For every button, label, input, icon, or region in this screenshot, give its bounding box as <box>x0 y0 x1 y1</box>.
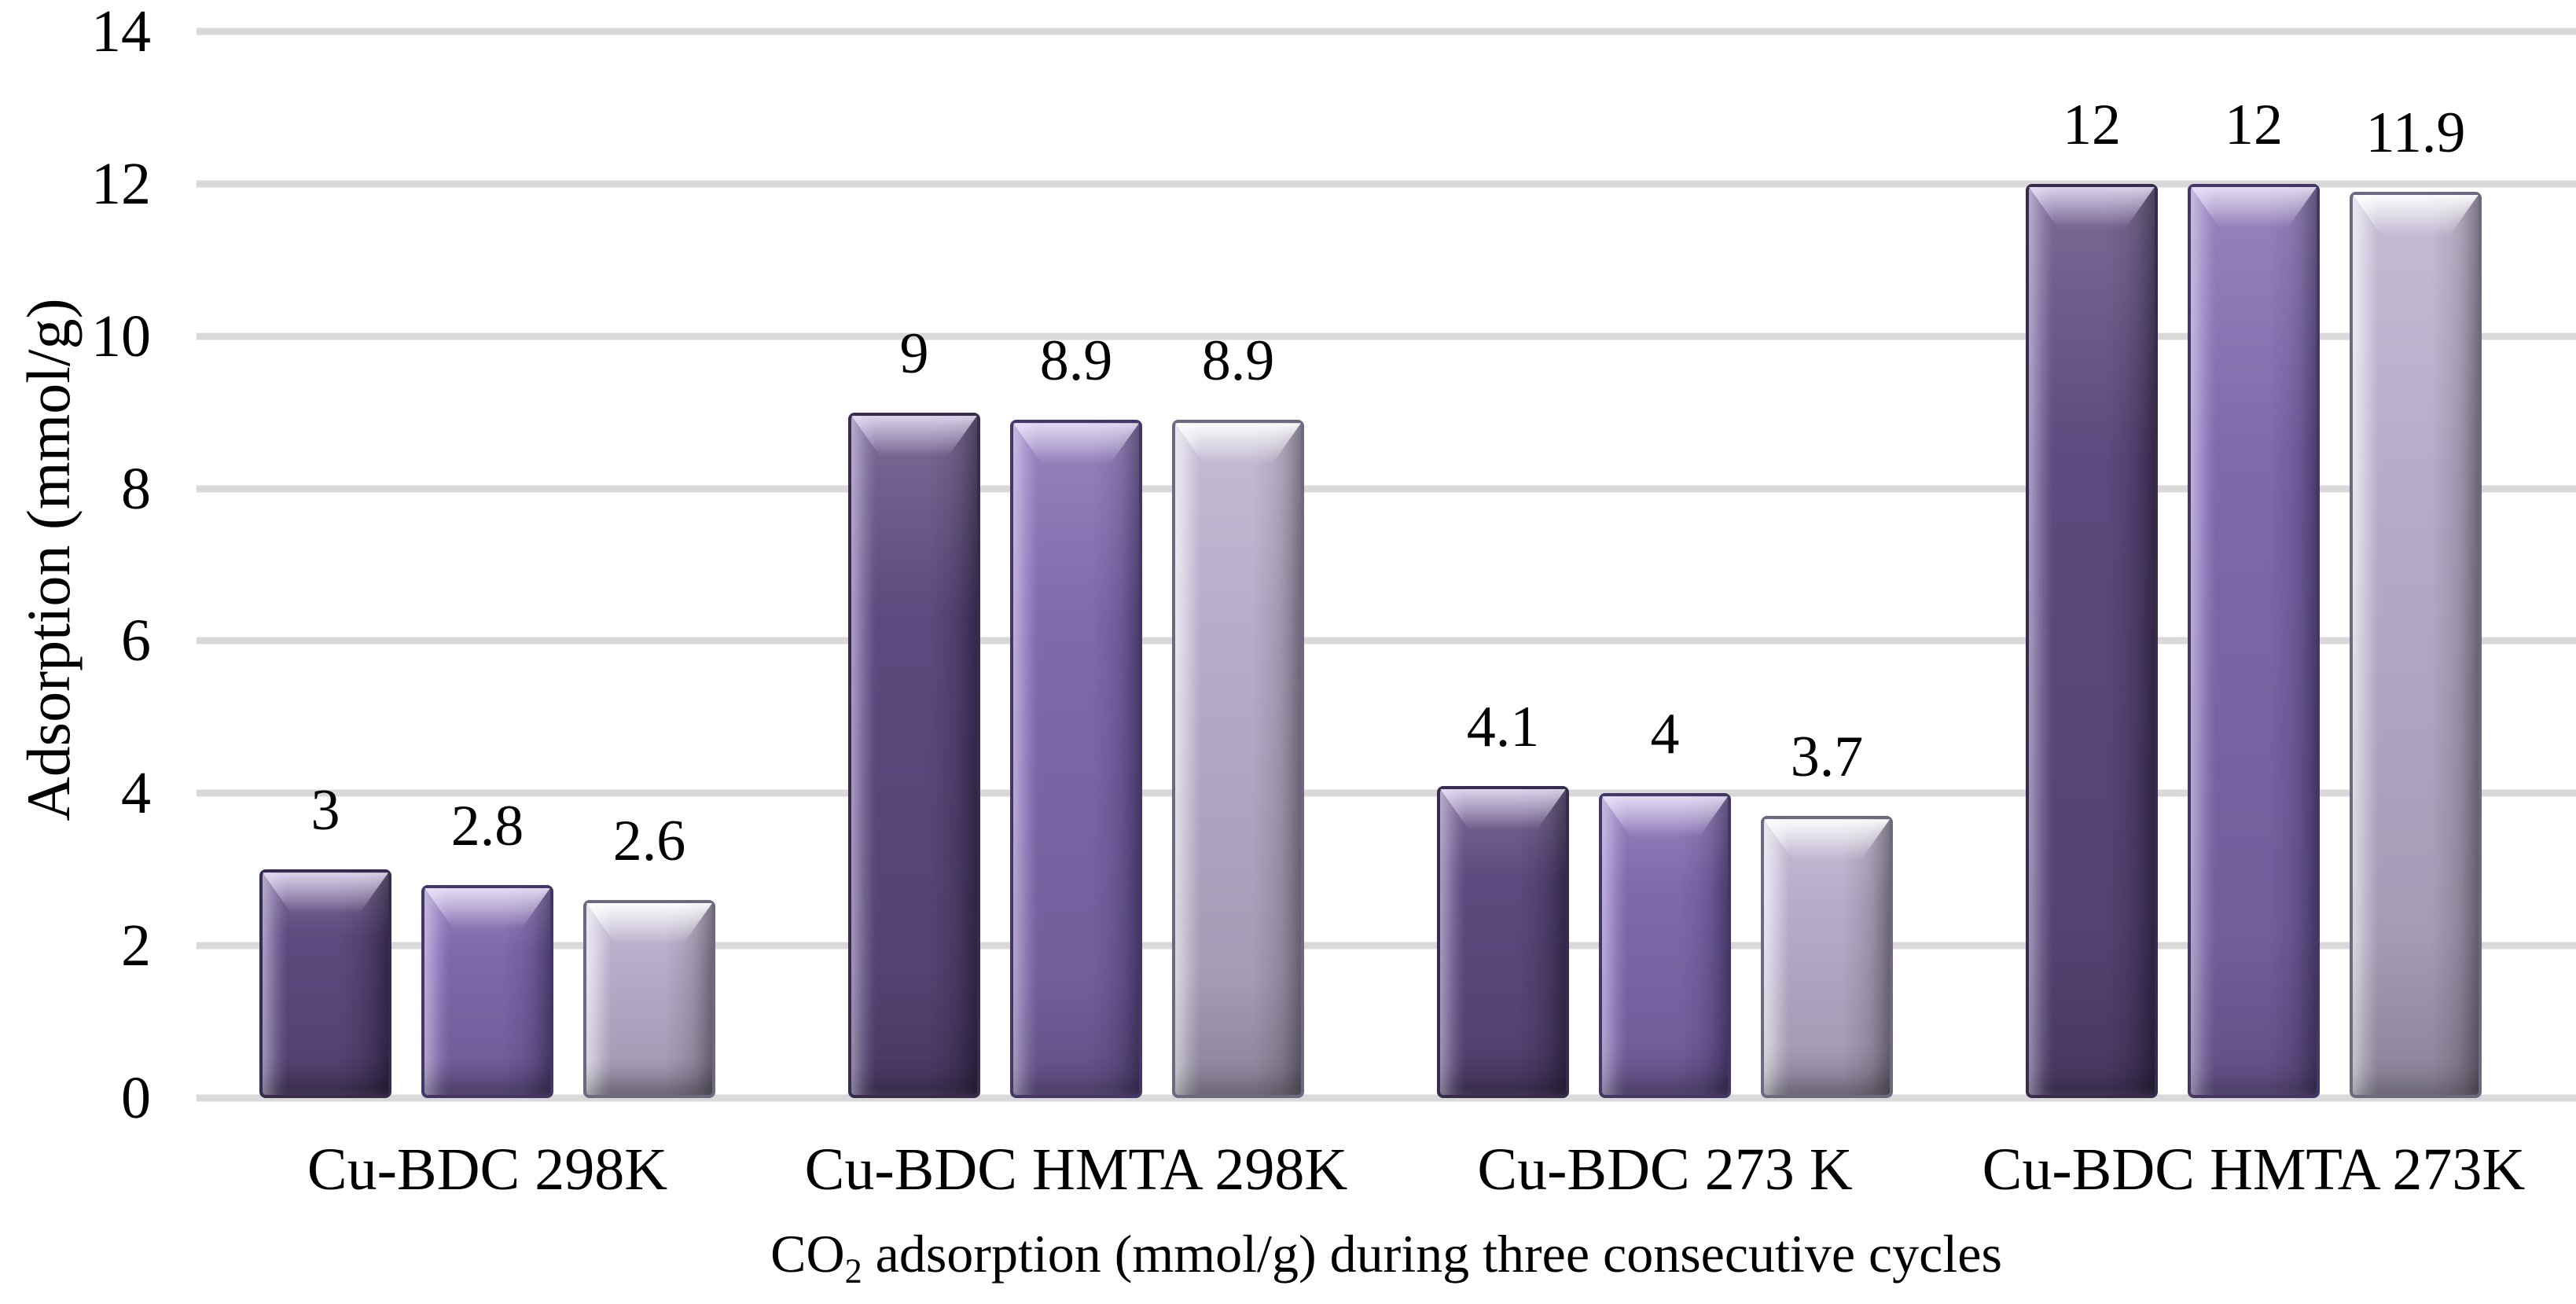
bar-value-label-cycle-2-group4: 12 <box>2225 92 2283 157</box>
y-tick-label-6: 6 <box>121 608 151 674</box>
x-category-label-2: Cu-BDC HMTA 298K <box>804 1137 1348 1203</box>
bar-cycle-2-group2 <box>1010 420 1142 1098</box>
x-axis-title: CO2 adsorption (mmol/g) during three con… <box>197 1223 2576 1291</box>
y-tick-label-14: 14 <box>91 0 151 64</box>
x-category-label-3: Cu-BDC 273 K <box>1477 1137 1853 1203</box>
x-axis-title-prefix: CO <box>770 1224 845 1284</box>
bar-cycle-3-group2 <box>1172 420 1304 1098</box>
bar-value-label-cycle-2-group1: 2.8 <box>450 793 524 858</box>
bar-value-label-cycle-1-group1: 3 <box>311 778 340 843</box>
y-tick-label-12: 12 <box>91 150 151 217</box>
bar-cycle-3-group4 <box>2350 191 2482 1098</box>
bar-value-label-cycle-1-group4: 12 <box>2063 92 2121 157</box>
bar-value-label-cycle-2-group2: 8.9 <box>1039 329 1113 394</box>
bar-cycle-1-group3 <box>1437 785 1569 1098</box>
bar-cycle-2-group1 <box>421 884 553 1098</box>
bar-cycle-3-group1 <box>583 900 715 1098</box>
bar-value-label-cycle-3-group2: 8.9 <box>1201 329 1275 394</box>
plot-area: 3 2.8 2.6 9 8.9 8.9 4.1 4 3.7 12 12 11.9 <box>197 28 2576 1102</box>
x-axis-title-rest: adsorption (mmol/g) during three consecu… <box>862 1224 2002 1284</box>
bar-cycle-2-group4 <box>2188 183 2320 1098</box>
gridline-y4 <box>197 789 2576 797</box>
gridline-y10 <box>197 332 2576 340</box>
gridline-y6 <box>197 637 2576 645</box>
y-tick-label-8: 8 <box>121 455 151 522</box>
bar-cycle-3-group3 <box>1761 816 1893 1098</box>
gridline-y14 <box>197 28 2576 35</box>
x-category-label-1: Cu-BDC 298K <box>307 1137 668 1203</box>
gridline-y0 <box>197 1094 2576 1102</box>
y-tick-label-4: 4 <box>121 760 151 827</box>
y-tick-label-10: 10 <box>91 303 151 369</box>
bar-cycle-1-group4 <box>2026 183 2158 1098</box>
bar-value-label-cycle-3-group4: 11.9 <box>2365 100 2466 165</box>
gridline-y12 <box>197 180 2576 188</box>
bar-value-label-cycle-1-group2: 9 <box>899 321 929 386</box>
bar-cycle-1-group2 <box>848 412 980 1098</box>
y-tick-labels: 0 2 4 6 8 10 12 14 <box>0 2 151 1128</box>
bar-cycle-2-group3 <box>1599 793 1731 1098</box>
bar-value-label-cycle-3-group3: 3.7 <box>1790 725 1864 790</box>
x-category-label-4: Cu-BDC HMTA 273K <box>1982 1137 2526 1203</box>
y-tick-label-2: 2 <box>121 913 151 979</box>
bar-value-label-cycle-2-group3: 4 <box>1650 702 1680 767</box>
gridline-y2 <box>197 942 2576 950</box>
bar-value-label-cycle-3-group1: 2.6 <box>612 809 686 873</box>
x-axis-title-subscript: 2 <box>844 1251 862 1291</box>
bar-cycle-1-group1 <box>259 869 391 1098</box>
bar-value-label-cycle-1-group3: 4.1 <box>1466 694 1540 759</box>
gridline-y8 <box>197 485 2576 493</box>
y-tick-label-0: 0 <box>121 1065 151 1131</box>
